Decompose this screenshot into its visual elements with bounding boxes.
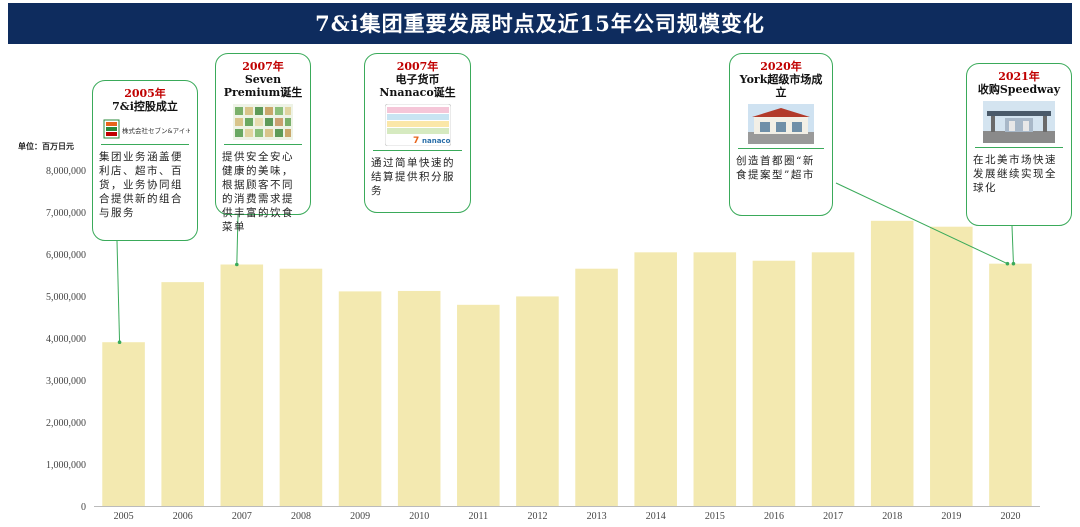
x-tick-label: 2010 <box>409 511 429 522</box>
bar-2016 <box>752 260 796 506</box>
y-tick-label: 5,000,000 <box>46 292 86 303</box>
callout-heading: 收购Speedway <box>977 83 1061 96</box>
product-shelf-icon <box>233 104 293 140</box>
x-tick-label: 2019 <box>941 511 961 522</box>
bar-2008 <box>279 268 323 506</box>
callout-title: 2021年 收购Speedway <box>973 70 1065 96</box>
y-tick-label: 2,000,000 <box>46 418 86 429</box>
nanaco-card-icon: nanaco 7 <box>384 104 451 146</box>
bar-2012 <box>516 296 559 506</box>
callout-heading: York超级市场成立 <box>739 73 823 99</box>
callout-2007-nanaco: 2007年 电子货币Nnanaco诞生 nanaco 7 通过简单快速的结算提供… <box>364 53 471 213</box>
callout-description: 提供安全安心健康的美味，根据顾客不同的消费需求提供丰富的饮食菜单 <box>222 151 294 233</box>
x-tick-label: 2011 <box>468 511 488 522</box>
callout-year: 2005年 <box>124 87 166 100</box>
y-tick-label: 3,000,000 <box>46 376 86 387</box>
y-tick-label: 4,000,000 <box>46 334 86 345</box>
callout-separator <box>975 147 1063 148</box>
x-tick-label: 2012 <box>527 511 547 522</box>
callout-separator <box>738 148 824 149</box>
callout-year: 2007年 <box>242 60 284 73</box>
leader-line <box>835 182 1008 265</box>
x-tick-label: 2009 <box>350 511 370 522</box>
callout-heading: 7&i控股成立 <box>112 100 178 113</box>
york-store-icon <box>748 104 814 144</box>
bar-2019 <box>930 226 973 506</box>
callout-description: 通过简单快速的结算提供积分服务 <box>371 157 455 197</box>
leader-dot <box>117 340 122 345</box>
y-tick-label: 8,000,000 <box>46 166 86 177</box>
bar-2018 <box>870 220 914 506</box>
bar-2005 <box>102 342 145 506</box>
y-tick-label: 0 <box>81 502 86 513</box>
bar-2010 <box>397 290 441 506</box>
bar-2014 <box>634 252 677 506</box>
callout-2020-york: 2020年 York超级市场成立 创造首都圈“新食提案型”超市 <box>729 53 833 216</box>
callout-heading: Seven Premium诞生 <box>223 73 303 99</box>
logo-7andi-icon: 株式会社セブン&アイ·HLDGS. <box>103 119 190 139</box>
callout-separator <box>101 144 189 145</box>
bar-2015 <box>693 252 737 506</box>
leader-line <box>116 240 121 343</box>
callout-2021-speedway: 2021年 收购Speedway 在北美市场快速发展继续实现全球化 <box>966 63 1072 226</box>
x-tick-label: 2014 <box>646 511 666 522</box>
y-tick-label: 1,000,000 <box>46 460 86 471</box>
x-tick-label: 2008 <box>291 511 311 522</box>
x-tick-label: 2015 <box>705 511 725 522</box>
y-tick-label: 7,000,000 <box>46 208 86 219</box>
leader-dot <box>235 262 239 267</box>
callout-title: 2020年 York超级市场成立 <box>736 60 826 99</box>
callout-title: 2007年 电子货币Nnanaco诞生 <box>371 60 464 99</box>
bar-2020 <box>989 263 1032 506</box>
callout-year: 2007年 <box>396 60 439 73</box>
x-tick-label: 2005 <box>114 511 134 522</box>
bar-2007 <box>220 264 264 506</box>
callout-description: 在北美市场快速发展继续实现全球化 <box>973 154 1057 194</box>
callout-year: 2021年 <box>998 70 1040 83</box>
bar-2009 <box>338 291 382 506</box>
y-tick-label: 6,000,000 <box>46 250 86 261</box>
svg-text:7: 7 <box>413 136 419 146</box>
callout-2007-seven-premium: 2007年 Seven Premium诞生 提供安全安心健康的美味，根据顾客不同… <box>215 53 311 233</box>
leader-line <box>1011 225 1014 264</box>
page-title: 7&i集团重要发展时点及近15年公司规模变化 <box>8 3 1072 44</box>
x-tick-label: 2006 <box>173 511 193 522</box>
x-tick-label: 2007 <box>232 511 252 522</box>
logo-text: 株式会社セブン&アイ·HLDGS. <box>122 126 190 135</box>
unit-label: 单位：百万日元 <box>18 141 74 151</box>
leader-dot <box>1011 261 1016 266</box>
x-tick-label: 2013 <box>587 511 607 522</box>
callout-heading: 电子货币Nnanaco诞生 <box>379 73 456 99</box>
callout-description: 创造首都圈“新食提案型”超市 <box>736 155 815 181</box>
leader-line <box>236 214 239 265</box>
callout-year: 2020年 <box>760 60 802 73</box>
bar-2006 <box>161 282 204 506</box>
callout-title: 2007年 Seven Premium诞生 <box>222 60 304 99</box>
card-brand-text: nanaco <box>422 137 451 145</box>
speedway-station-icon <box>983 101 1055 143</box>
callout-title: 2005年 7&i控股成立 <box>99 87 191 113</box>
x-tick-label: 2018 <box>882 511 902 522</box>
callout-separator <box>373 150 462 151</box>
leader-dot <box>1005 261 1010 266</box>
bar-2013 <box>575 268 618 506</box>
x-tick-label: 2017 <box>823 511 843 522</box>
callout-separator <box>224 144 302 145</box>
x-tick-label: 2016 <box>764 511 784 522</box>
callout-2005: 2005年 7&i控股成立 株式会社セブン&アイ·HLDGS. 集团业务涵盖便利… <box>92 80 198 241</box>
callout-description: 集团业务涵盖便利店、超市、百货，业务协同组合提供新的组合与服务 <box>99 151 183 219</box>
bar-2017 <box>811 252 855 506</box>
x-tick-label: 2020 <box>1000 511 1020 522</box>
bar-2011 <box>457 304 500 506</box>
